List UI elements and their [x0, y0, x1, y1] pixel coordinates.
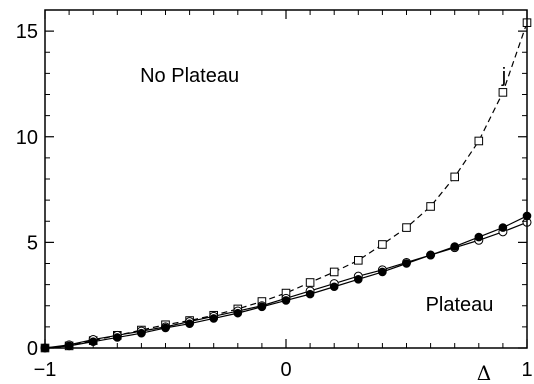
data-point-circle-filled — [354, 275, 363, 284]
data-point-circle-filled — [257, 302, 267, 312]
x-tick-label: 0 — [280, 359, 291, 381]
data-point-square-open — [305, 278, 315, 287]
data-point-circle-filled — [281, 296, 291, 305]
annotations: No Plateau Plateau — [140, 65, 493, 316]
y-tick-label: 10 — [16, 127, 38, 149]
data-point-circle-filled — [402, 259, 411, 268]
data-point-circle-filled — [209, 314, 218, 323]
y-tick-label: 0 — [27, 338, 38, 360]
axis-ticks — [44, 9, 528, 349]
data-point-circle-filled — [161, 323, 170, 333]
data-point-circle-filled — [450, 242, 460, 251]
data-point-square-open — [354, 256, 363, 265]
data-point-circle-filled — [233, 308, 243, 318]
data-point-circle-filled — [498, 223, 508, 232]
data-point-circle-filled — [426, 250, 435, 260]
series-line-circle-open — [44, 221, 528, 349]
plot-markers — [40, 18, 532, 353]
x-axis-title: Δ — [477, 361, 491, 384]
data-point-square-open — [402, 223, 411, 232]
data-point-circle-filled — [185, 319, 194, 329]
data-point-square-open — [378, 240, 387, 249]
series-line-circle-filled — [44, 215, 528, 349]
data-point-square-open — [498, 88, 508, 97]
x-tick-label: 1 — [521, 359, 532, 381]
data-point-square-open — [426, 202, 435, 211]
data-point-square-open — [474, 136, 484, 146]
data-point-square-open — [329, 267, 339, 277]
y-tick-label: 15 — [16, 21, 38, 43]
y-axis-title: j — [501, 65, 506, 87]
data-point-circle-filled — [113, 333, 122, 342]
annotation-label: No Plateau — [140, 65, 239, 87]
data-point-square-open — [450, 172, 459, 182]
data-point-circle-filled — [137, 328, 146, 338]
data-point-circle-filled — [305, 289, 315, 299]
annotation-label: Plateau — [426, 294, 494, 316]
data-point-circle-filled — [474, 232, 484, 242]
y-tick-label: 5 — [27, 232, 38, 254]
data-point-circle-filled — [378, 267, 387, 277]
x-tick-label: −1 — [34, 359, 57, 381]
data-point-circle-filled — [329, 282, 339, 292]
